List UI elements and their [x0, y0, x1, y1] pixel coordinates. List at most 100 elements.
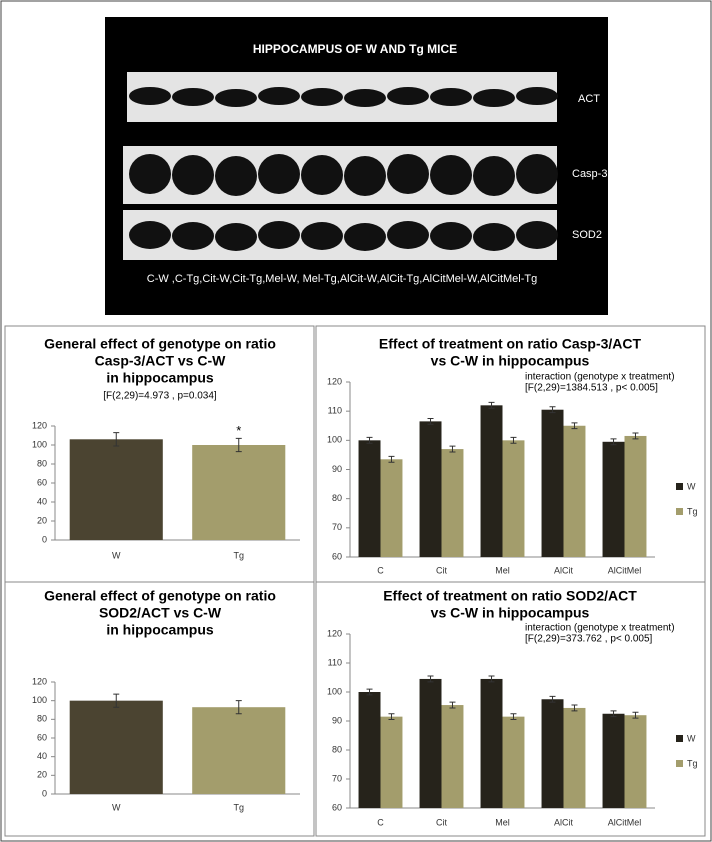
figure: HIPPOCAMPUS OF W AND Tg MICE ACT Casp-3 … — [0, 0, 712, 842]
bar — [503, 717, 525, 808]
band — [172, 155, 214, 195]
y-tick-label: 90 — [332, 464, 342, 474]
x-tick-label: Cit — [436, 817, 447, 827]
chart-subtitle: interaction (genotype x treatment) — [525, 623, 675, 634]
bar — [420, 679, 442, 808]
bar — [420, 421, 442, 557]
band-label: ACT — [578, 93, 600, 105]
band — [129, 154, 171, 194]
bar — [603, 714, 625, 808]
legend-label: W — [687, 481, 696, 491]
bar — [542, 410, 564, 557]
y-tick-label: 100 — [327, 686, 342, 696]
y-tick-label: 100 — [32, 695, 47, 705]
annotation: * — [236, 423, 241, 438]
band — [387, 221, 429, 249]
chart-subtitle: interaction (genotype x treatment) — [525, 372, 675, 383]
chart-title: SOD2/ACT vs C-W — [99, 605, 222, 621]
x-tick-label: C — [377, 817, 384, 827]
band — [430, 222, 472, 250]
y-tick-label: 40 — [37, 751, 47, 761]
band — [301, 222, 343, 250]
y-tick-label: 70 — [332, 773, 342, 783]
y-tick-label: 0 — [42, 534, 47, 544]
chart-subtitle: [F(2,29)=373.762 , p< 0.005] — [525, 634, 653, 645]
y-tick-label: 110 — [328, 657, 342, 667]
y-tick-label: 70 — [332, 522, 342, 532]
bar — [192, 445, 285, 540]
band-label: SOD2 — [572, 229, 602, 241]
bar — [381, 717, 403, 808]
band — [258, 87, 300, 105]
x-tick-label: AlCitMel — [608, 817, 642, 827]
band — [301, 155, 343, 195]
y-tick-label: 120 — [327, 628, 342, 638]
y-tick-label: 100 — [327, 435, 342, 445]
y-tick-label: 60 — [332, 551, 342, 561]
bar — [359, 692, 381, 808]
band — [172, 88, 214, 106]
legend-swatch — [676, 760, 683, 767]
x-tick-label: AlCit — [554, 565, 574, 575]
y-tick-label: 80 — [332, 744, 342, 754]
y-tick-label: 120 — [32, 420, 47, 430]
x-tick-label: Mel — [495, 565, 510, 575]
band — [301, 88, 343, 106]
chart-title: Effect of treatment on ratio SOD2/ACT — [383, 588, 637, 604]
band — [473, 89, 515, 107]
x-tick-label: AlCit — [554, 817, 574, 827]
y-tick-label: 20 — [37, 515, 47, 525]
x-tick-label: C — [377, 565, 384, 575]
bar — [564, 426, 586, 557]
y-tick-label: 60 — [37, 732, 47, 742]
bar — [625, 715, 647, 808]
bar — [481, 405, 503, 557]
chart-subtitle: [F(2,29)=4.973 , p=0.034] — [103, 391, 217, 402]
band-label: Casp-3 — [572, 168, 607, 180]
band — [215, 223, 257, 251]
bar — [381, 459, 403, 557]
bar — [192, 707, 285, 794]
x-tick-label: W — [112, 550, 121, 560]
y-tick-label: 100 — [32, 439, 47, 449]
bar — [603, 442, 625, 557]
chart-title: vs C-W in hippocampus — [431, 605, 590, 621]
y-tick-label: 80 — [332, 493, 342, 503]
chart-title: vs C-W in hippocampus — [431, 353, 590, 369]
bar — [503, 440, 525, 557]
bar — [70, 701, 163, 794]
x-tick-label: Mel — [495, 817, 510, 827]
y-tick-label: 120 — [327, 376, 342, 386]
chart-title: General effect of genotype on ratio — [44, 336, 276, 352]
band — [215, 89, 257, 107]
band — [344, 223, 386, 251]
bar — [564, 708, 586, 808]
band — [516, 221, 558, 249]
bar — [359, 440, 381, 557]
band — [258, 154, 300, 194]
y-tick-label: 60 — [37, 477, 47, 487]
x-tick-label: AlCitMel — [608, 565, 642, 575]
band — [215, 156, 257, 196]
band — [430, 88, 472, 106]
y-tick-label: 120 — [32, 676, 47, 686]
band — [387, 154, 429, 194]
legend-swatch — [676, 735, 683, 742]
legend-swatch — [676, 483, 683, 490]
blot-title: HIPPOCAMPUS OF W AND Tg MICE — [253, 42, 457, 56]
chart-title: in hippocampus — [106, 622, 214, 638]
bar — [542, 699, 564, 808]
band — [516, 154, 558, 194]
lane-labels: C-W ,C-Tg,Cit-W,Cit-Tg,Mel-W, Mel-Tg,AlC… — [147, 273, 538, 285]
x-tick-label: Tg — [233, 802, 244, 812]
band — [516, 87, 558, 105]
y-tick-label: 0 — [42, 788, 47, 798]
band — [344, 89, 386, 107]
band — [387, 87, 429, 105]
page: HIPPOCAMPUS OF W AND Tg MICE ACT Casp-3 … — [0, 0, 712, 842]
band — [473, 156, 515, 196]
legend-label: Tg — [687, 758, 698, 768]
chart-title: Effect of treatment on ratio Casp-3/ACT — [379, 336, 642, 352]
band — [473, 223, 515, 251]
chart-title: in hippocampus — [106, 370, 214, 386]
